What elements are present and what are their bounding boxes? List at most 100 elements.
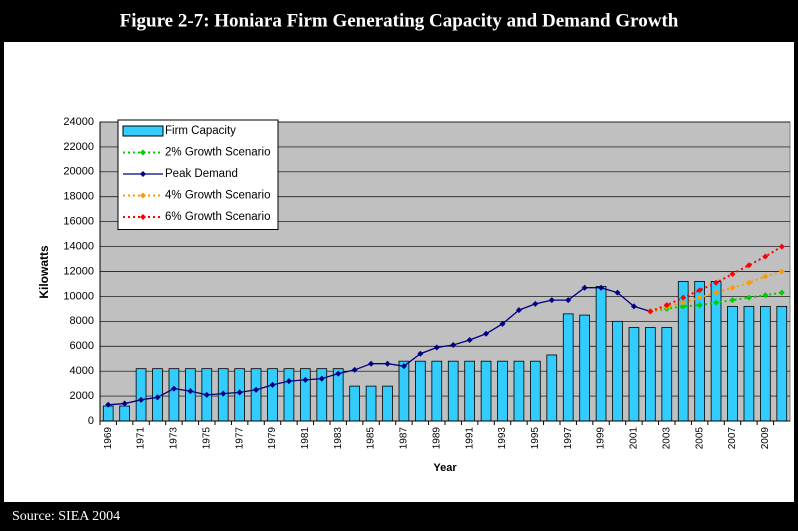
marker [696,287,703,294]
y-tick-label: 12000 [63,265,94,277]
x-tick-label: 2007 [727,427,738,450]
marker [532,300,539,307]
bar [530,360,541,422]
marker [762,292,769,299]
y-tick-label: 22000 [63,141,94,153]
x-tick-label: 1981 [300,427,311,450]
legend-label: 4% Growth Scenario [165,190,270,202]
x-tick-label: 1979 [267,427,278,450]
marker [696,294,703,301]
x-tick-label: 1983 [333,427,344,450]
marker [663,302,670,309]
bar [382,385,393,422]
y-tick-label: 0 [88,415,94,427]
x-tick-label: 1977 [234,427,245,450]
bar [349,385,360,422]
bar [480,360,492,422]
marker [680,294,687,301]
x-tick-label: 2009 [760,427,771,450]
bar [562,313,574,422]
marker [680,303,687,310]
legend-marker [140,149,146,156]
marker [236,389,243,396]
marker [713,289,720,296]
bar [119,405,130,422]
marker [745,262,752,269]
bar [776,305,788,422]
marker [417,350,424,357]
y-tick-label: 2000 [70,390,94,402]
y-tick-label: 8000 [70,315,94,327]
marker [203,391,210,398]
legend-label: Peak Demand [165,168,238,180]
y-tick-label: 10000 [63,290,94,302]
x-tick-label: 1969 [103,427,114,450]
marker [762,273,769,280]
bar [267,368,278,422]
x-tick-label: 1989 [431,427,442,450]
bar [497,360,508,422]
x-tick-label: 1987 [399,427,410,450]
marker [647,308,654,315]
x-tick-label: 1971 [136,427,147,450]
bar [102,405,114,422]
marker [696,302,703,309]
marker [170,385,177,392]
x-tick-label: 2005 [694,427,705,450]
marker [138,396,145,403]
bar [447,360,459,422]
marker [565,297,572,304]
bar [760,305,771,422]
bar [579,314,590,422]
legend-marker [140,171,146,177]
marker [581,284,588,291]
x-axis-label: Year [433,462,457,474]
marker [713,279,720,286]
legend-label: Firm Capacity [165,125,236,137]
x-tick-label: 1985 [366,427,377,450]
x-tick-label: 1975 [201,427,212,450]
bar [415,360,426,422]
marker [762,253,769,260]
bar [645,327,656,422]
legend-label: 2% Growth Scenario [165,147,270,159]
bar [612,320,623,422]
bar [283,368,295,422]
x-tick-label: 2001 [629,427,640,450]
bar [464,360,475,422]
marker [187,388,194,395]
bar [250,368,262,422]
bar [628,327,640,422]
bar [300,368,311,422]
marker [499,320,506,327]
marker [121,400,128,407]
x-tick-label: 1991 [464,427,475,450]
x-tick-label: 1995 [530,427,541,450]
y-tick-label: 16000 [63,216,94,228]
marker [729,284,736,291]
marker [384,360,391,367]
y-tick-label: 20000 [63,166,94,178]
marker [483,330,490,337]
marker [450,342,457,349]
y-tick-label: 4000 [70,365,94,377]
source: Source: SIEA 2004 [12,509,120,524]
marker [729,270,736,277]
bar [661,327,673,422]
marker [466,337,473,344]
marker [614,289,621,296]
marker [548,297,555,304]
marker [302,376,309,383]
bar [727,305,738,422]
bar [168,368,180,422]
bar [365,385,377,422]
marker [285,378,292,385]
marker [220,390,227,397]
marker [318,375,325,382]
legend-marker [140,214,146,220]
marker [680,299,687,306]
legend-marker [140,192,146,199]
bar [398,360,410,422]
